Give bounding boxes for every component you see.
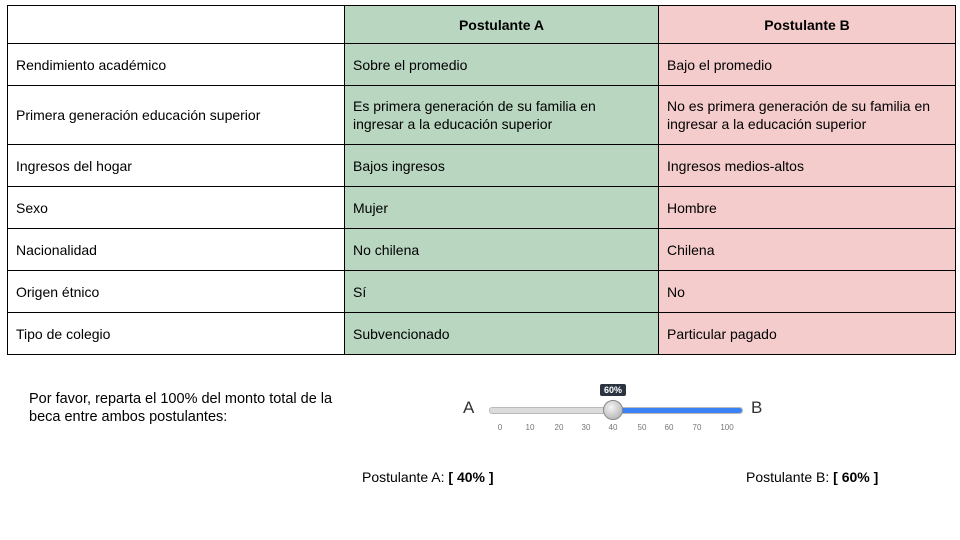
row-criterion: Ingresos del hogar xyxy=(7,144,345,187)
row-value-b: Chilena xyxy=(658,228,956,271)
row-criterion: Primera generación educación superior xyxy=(7,85,345,145)
slider-tick-label: 10 xyxy=(525,423,535,432)
row-value-a: Sobre el promedio xyxy=(344,43,659,86)
row-criterion: Origen étnico xyxy=(7,270,345,313)
slider-tick-label: 40 xyxy=(608,423,618,432)
table-header-row: Postulante A Postulante B xyxy=(7,5,956,44)
row-value-b: Ingresos medios-altos xyxy=(658,144,956,187)
slider-label-b: B xyxy=(751,398,763,417)
header-postulante-a: Postulante A xyxy=(344,5,659,44)
slider-fill xyxy=(614,408,742,413)
row-value-b: Bajo el promedio xyxy=(658,43,956,86)
result-b-value: [ 60% ] xyxy=(833,469,879,485)
slider-tick-label: 30 xyxy=(581,423,591,432)
row-value-a: Sí xyxy=(344,270,659,313)
table-row: Sexo Mujer Hombre xyxy=(7,186,956,229)
row-value-a: Bajos ingresos xyxy=(344,144,659,187)
row-value-b: No xyxy=(658,270,956,313)
instruction-text: Por favor, reparta el 100% del monto tot… xyxy=(29,391,333,425)
row-value-b: No es primera generación de su familia e… xyxy=(658,85,956,145)
slider-tick-label: 50 xyxy=(637,423,647,432)
slider-tick-label: 70 xyxy=(692,423,702,432)
header-empty xyxy=(7,5,345,44)
table-row: Nacionalidad No chilena Chilena xyxy=(7,228,956,271)
result-b-label: Postulante B: xyxy=(746,469,834,485)
slider-tick-label: 60 xyxy=(664,423,674,432)
result-a-label: Postulante A: xyxy=(362,469,449,485)
slider-tick-label: 100 xyxy=(720,423,734,432)
row-value-a: No chilena xyxy=(344,228,659,271)
allocation-slider[interactable]: A B 60% 0 10 20 30 40 50 60 70 100 xyxy=(435,378,775,438)
table-row: Primera generación educación superior Es … xyxy=(7,85,956,145)
row-criterion: Nacionalidad xyxy=(7,228,345,271)
row-value-b: Particular pagado xyxy=(658,312,956,355)
comparison-table: Postulante A Postulante B Rendimiento ac… xyxy=(7,5,956,355)
slider-label-a: A xyxy=(463,398,475,417)
result-b: Postulante B: [ 60% ] xyxy=(746,469,878,485)
table-row: Tipo de colegio Subvencionado Particular p… xyxy=(7,312,956,355)
row-value-a: Subvencionado xyxy=(344,312,659,355)
table-row: Ingresos del hogar Bajos ingresos Ingresos… xyxy=(7,144,956,187)
result-a-value: [ 40% ] xyxy=(448,469,494,485)
slider-thumb[interactable] xyxy=(603,400,623,420)
result-a: Postulante A: [ 40% ] xyxy=(362,469,494,485)
row-criterion: Sexo xyxy=(7,186,345,229)
table-row: Origen étnico Sí No xyxy=(7,270,956,313)
row-criterion: Tipo de colegio xyxy=(7,312,345,355)
slider-tooltip: 60% xyxy=(599,384,627,396)
slider-tick-label: 20 xyxy=(554,423,564,432)
table-row: Rendimiento académico Sobre el promedio Ba… xyxy=(7,43,956,86)
slider-tick-label: 0 xyxy=(497,423,503,432)
row-value-a: Mujer xyxy=(344,186,659,229)
row-criterion: Rendimiento académico xyxy=(7,43,345,86)
header-postulante-b: Postulante B xyxy=(658,5,956,44)
row-value-b: Hombre xyxy=(658,186,956,229)
row-value-a: Es primera generación de su familia en i… xyxy=(344,85,659,145)
